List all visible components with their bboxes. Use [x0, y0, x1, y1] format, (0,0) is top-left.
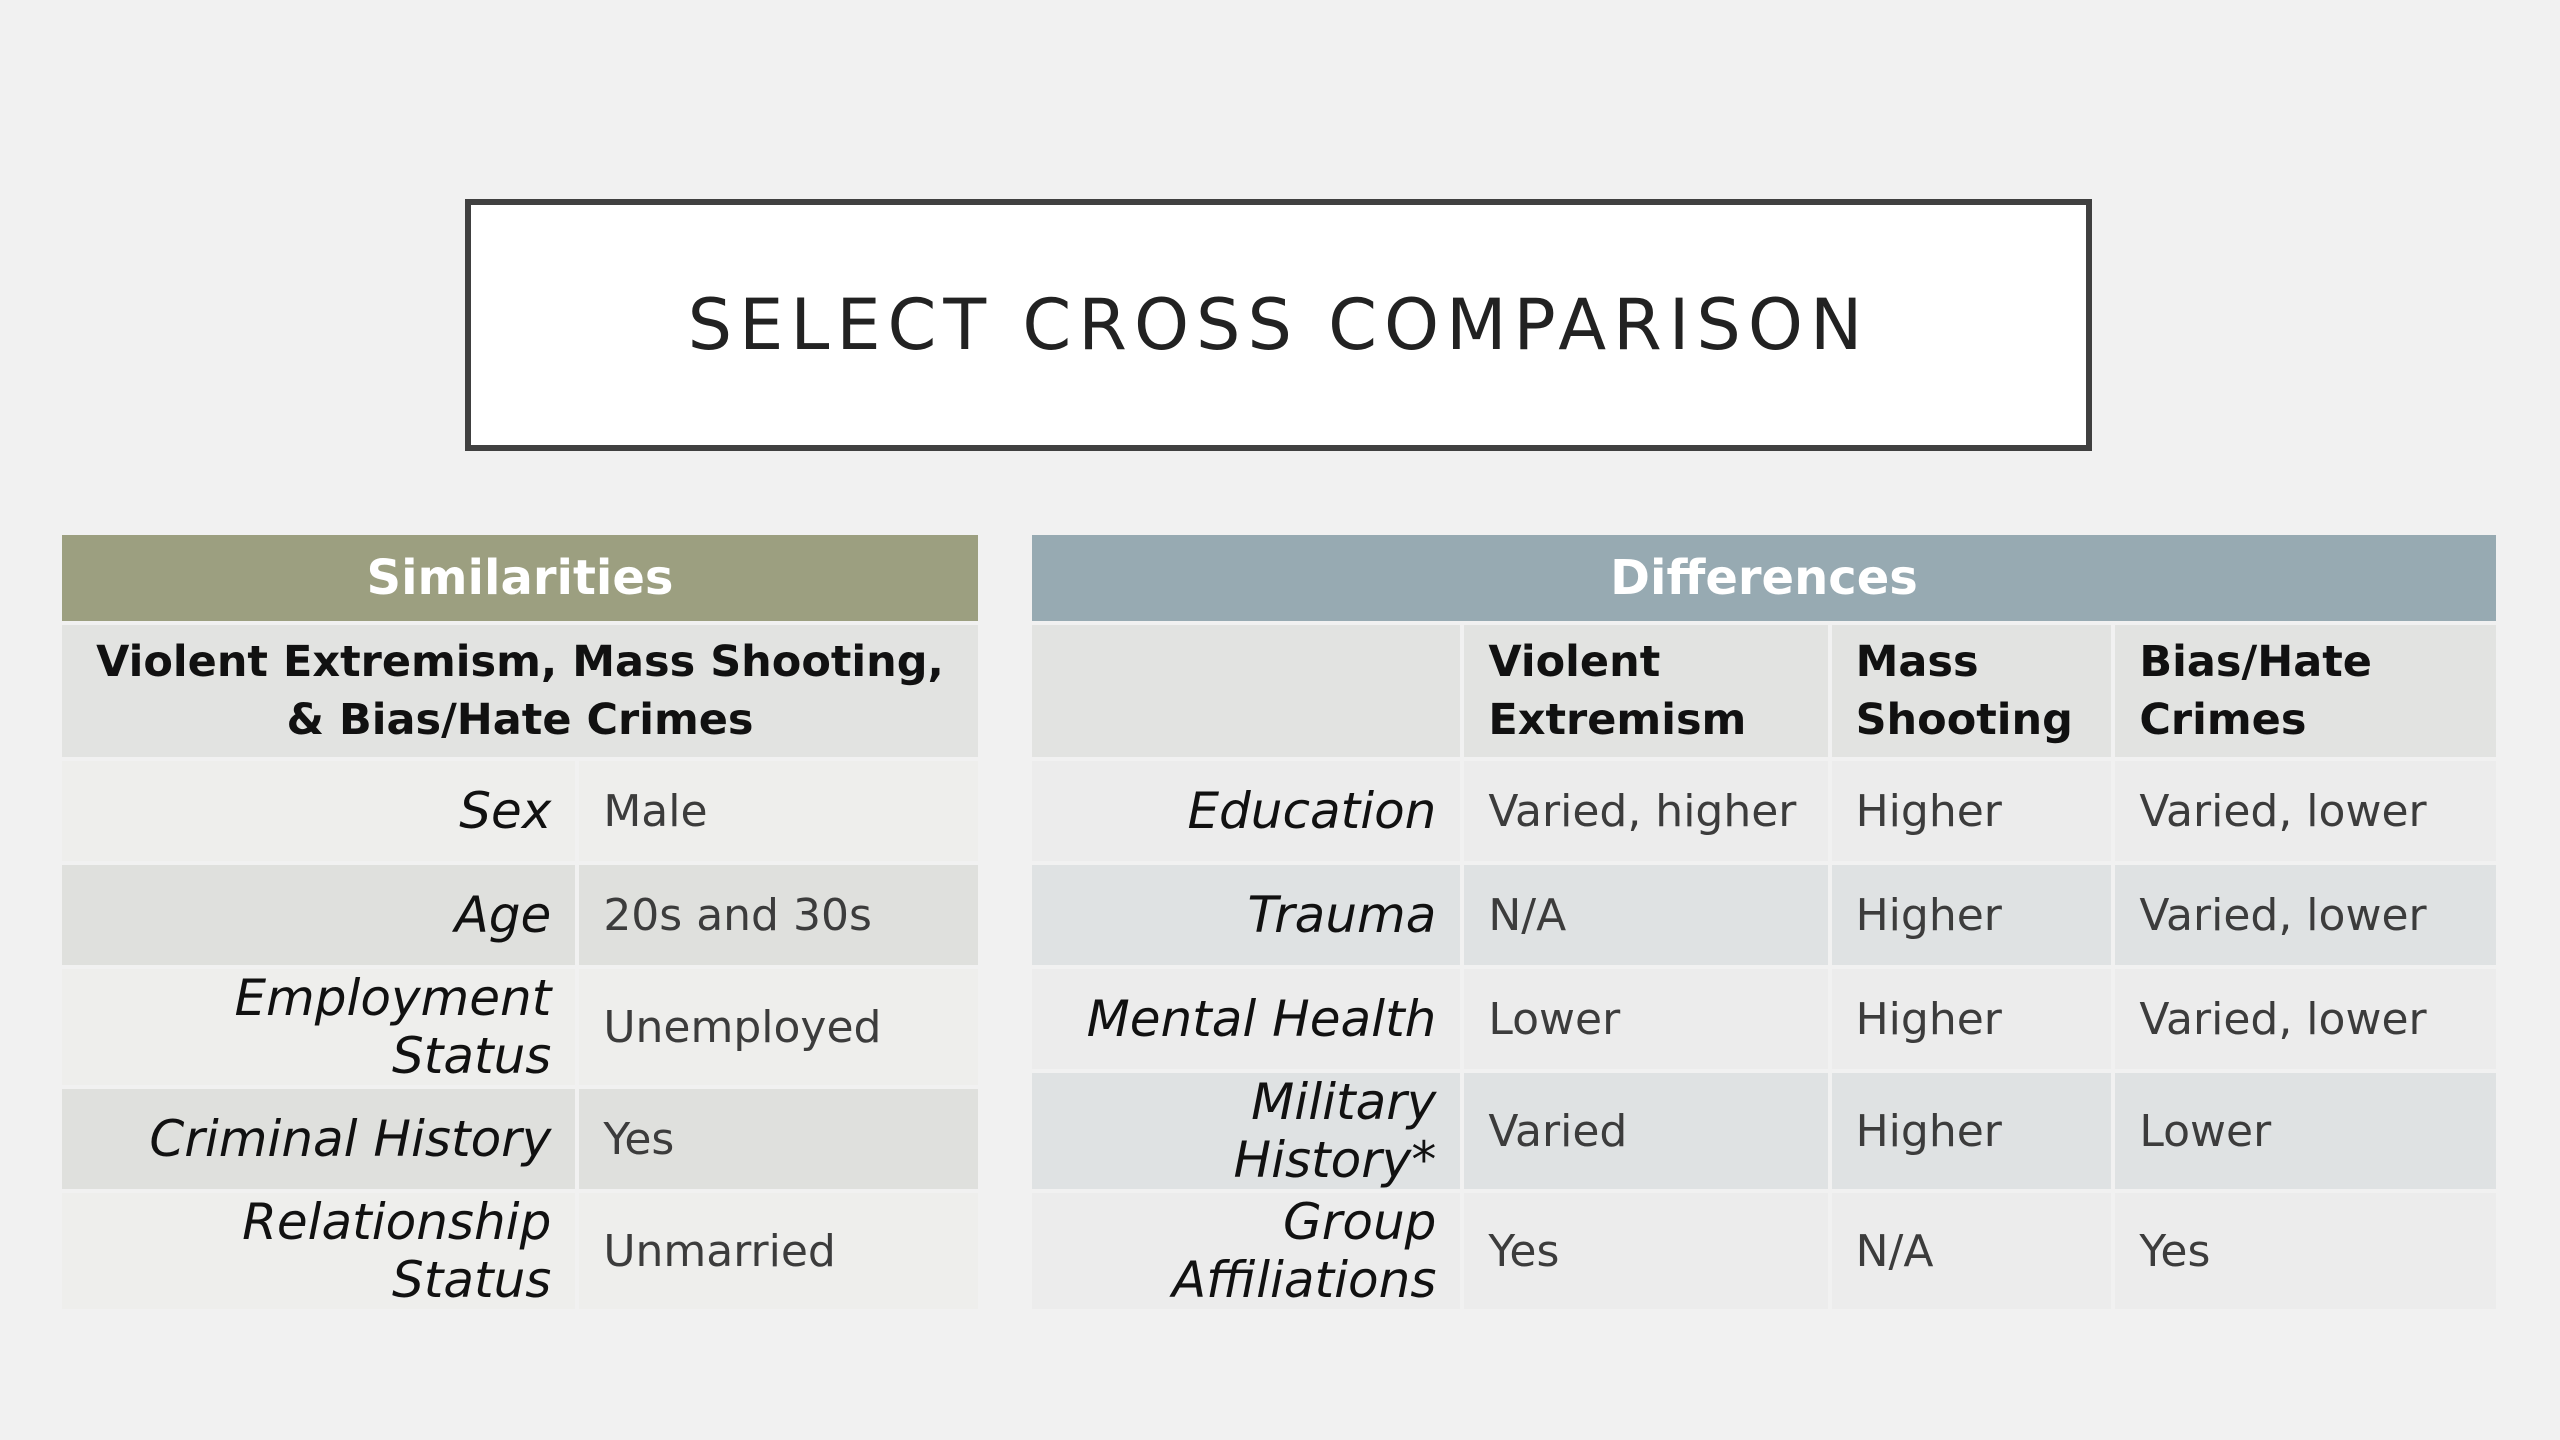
column-header: Violent Extremism: [1464, 625, 1828, 757]
cell: Varied, lower: [2115, 865, 2496, 965]
table-row: Sex Male: [62, 761, 978, 861]
row-label: Mental Health: [1032, 969, 1461, 1069]
cell: Higher: [1831, 865, 2112, 965]
cell: Yes: [1464, 1193, 1828, 1309]
table-row: Trauma N/A Higher Varied, lower: [1032, 865, 2496, 965]
table-row: Age 20s and 30s: [62, 865, 978, 965]
row-label: Group Affiliations: [1032, 1193, 1461, 1309]
cell: Varied, higher: [1464, 761, 1828, 861]
table-row: Mental Health Lower Higher Varied, lower: [1032, 969, 2496, 1069]
table-row: Education Varied, higher Higher Varied, …: [1032, 761, 2496, 861]
row-label: Sex: [62, 761, 576, 861]
row-value: 20s and 30s: [579, 865, 978, 965]
row-label: Education: [1032, 761, 1461, 861]
row-label: Criminal History: [62, 1089, 576, 1189]
cell: Higher: [1831, 761, 2112, 861]
similarities-header: Similarities: [62, 535, 978, 621]
differences-header: Differences: [1032, 535, 2496, 621]
row-value: Unemployed: [579, 969, 978, 1085]
differences-table: Differences Violent Extremism Mass Shoot…: [1028, 531, 2500, 1313]
row-label: Military History*: [1032, 1073, 1461, 1189]
cell: Varied: [1464, 1073, 1828, 1189]
table-row: Employment Status Unemployed: [62, 969, 978, 1085]
row-value: Unmarried: [579, 1193, 978, 1309]
row-label: Relationship Status: [62, 1193, 576, 1309]
cell: Yes: [2115, 1193, 2496, 1309]
cell: N/A: [1464, 865, 1828, 965]
table-row: Military History* Varied Higher Lower: [1032, 1073, 2496, 1189]
cell: Higher: [1831, 1073, 2112, 1189]
table-row: Relationship Status Unmarried: [62, 1193, 978, 1309]
row-label: Trauma: [1032, 865, 1461, 965]
cell: Lower: [2115, 1073, 2496, 1189]
cell: N/A: [1831, 1193, 2112, 1309]
cell: Lower: [1464, 969, 1828, 1069]
column-header-empty: [1032, 625, 1461, 757]
title-box: SELECT CROSS COMPARISON: [465, 199, 2092, 451]
similarities-subheader: Violent Extremism, Mass Shooting, & Bias…: [62, 625, 978, 757]
row-value: Male: [579, 761, 978, 861]
row-value: Yes: [579, 1089, 978, 1189]
column-header: Mass Shooting: [1831, 625, 2112, 757]
row-label: Age: [62, 865, 576, 965]
table-row: Criminal History Yes: [62, 1089, 978, 1189]
cell: Higher: [1831, 969, 2112, 1069]
cell: Varied, lower: [2115, 761, 2496, 861]
table-row: Group Affiliations Yes N/A Yes: [1032, 1193, 2496, 1309]
similarities-table: Similarities Violent Extremism, Mass Sho…: [58, 531, 982, 1313]
column-header: Bias/Hate Crimes: [2115, 625, 2496, 757]
row-label: Employment Status: [62, 969, 576, 1085]
cell: Varied, lower: [2115, 969, 2496, 1069]
page-title: SELECT CROSS COMPARISON: [687, 284, 1870, 366]
